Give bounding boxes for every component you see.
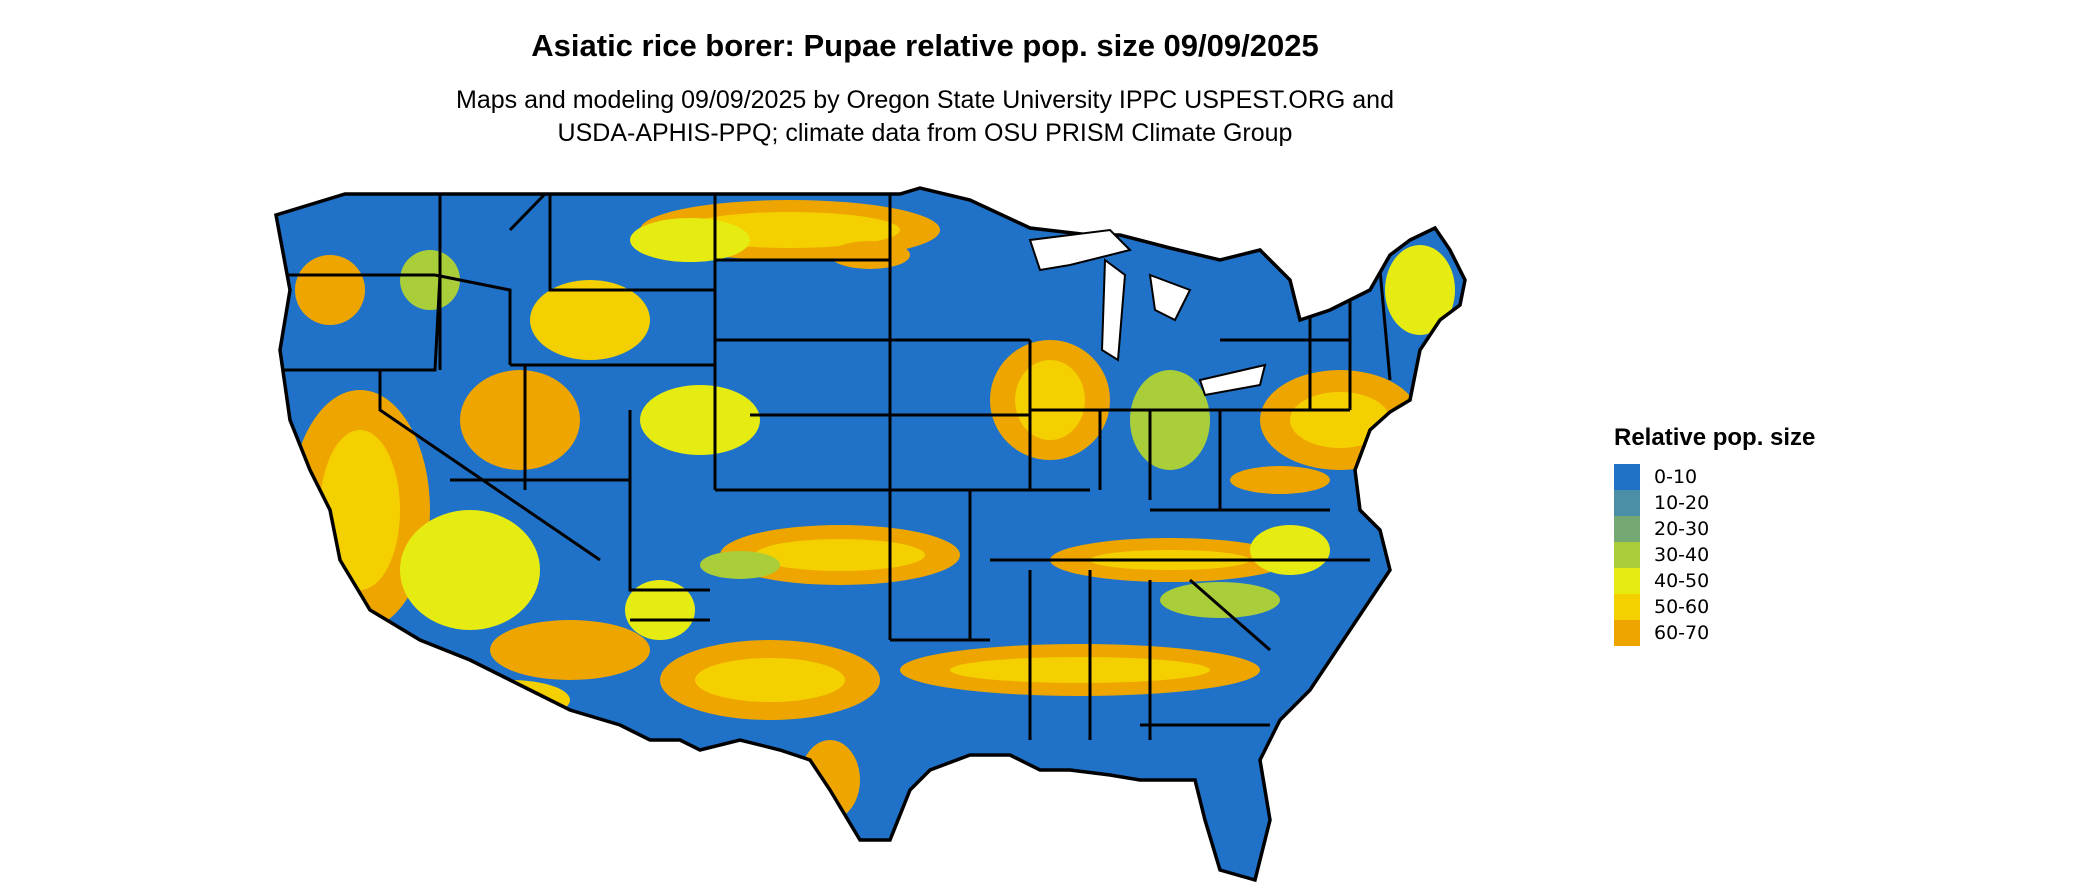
legend-swatch xyxy=(1614,464,1640,490)
legend-label: 20-30 xyxy=(1654,518,1710,540)
legend-swatch xyxy=(1614,542,1640,568)
legend-items: 0-10 10-20 20-30 30-40 40-50 50-60 60-70 xyxy=(1614,464,1815,646)
great-lakes xyxy=(1028,228,1267,397)
legend-label: 30-40 xyxy=(1654,544,1710,566)
legend-swatch xyxy=(1614,490,1640,516)
legend-item: 30-40 xyxy=(1614,542,1815,568)
map-subtitle: Maps and modeling 09/09/2025 by Oregon S… xyxy=(0,84,1850,150)
legend-item: 60-70 xyxy=(1614,620,1815,646)
patch-texas xyxy=(625,580,880,820)
legend-label: 0-10 xyxy=(1654,466,1698,488)
legend-label: 10-20 xyxy=(1654,492,1710,514)
legend-item: 20-30 xyxy=(1614,516,1815,542)
us-map xyxy=(270,180,1590,890)
legend-swatch xyxy=(1614,516,1640,542)
patch-central-plains xyxy=(700,525,960,585)
legend-swatch xyxy=(1614,594,1640,620)
legend-item: 50-60 xyxy=(1614,594,1815,620)
legend-label: 50-60 xyxy=(1654,596,1710,618)
legend-swatch xyxy=(1614,568,1640,594)
map-title: Asiatic rice borer: Pupae relative pop. … xyxy=(531,28,1319,63)
population-patches xyxy=(290,200,1455,820)
legend-item: 0-10 xyxy=(1614,464,1815,490)
subtitle-line-2: USDA-APHIS-PPQ; climate data from OSU PR… xyxy=(557,119,1293,147)
legend-label: 60-70 xyxy=(1654,622,1710,644)
legend-item: 10-20 xyxy=(1614,490,1815,516)
legend-swatch xyxy=(1614,620,1640,646)
patch-southeast xyxy=(900,582,1280,696)
subtitle-line-1: Maps and modeling 09/09/2025 by Oregon S… xyxy=(456,86,1394,114)
legend-item: 40-50 xyxy=(1614,568,1815,594)
legend: Relative pop. size 0-10 10-20 20-30 30-40 40… xyxy=(1614,424,1815,646)
patch-upper-midwest xyxy=(990,340,1210,470)
legend-title: Relative pop. size xyxy=(1614,424,1816,451)
legend-label: 40-50 xyxy=(1654,570,1710,592)
